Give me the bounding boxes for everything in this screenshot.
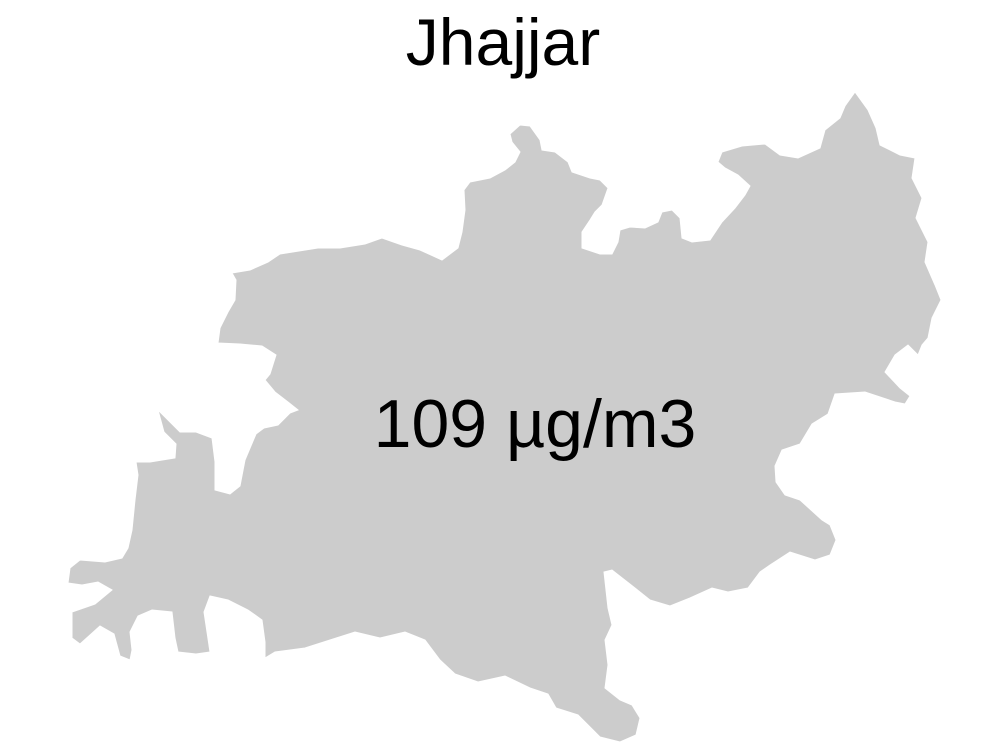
jhajjar-district-shape (67, 91, 942, 743)
region-value-label: 109 µg/m3 (374, 386, 697, 462)
map-title: Jhajjar (405, 5, 601, 79)
